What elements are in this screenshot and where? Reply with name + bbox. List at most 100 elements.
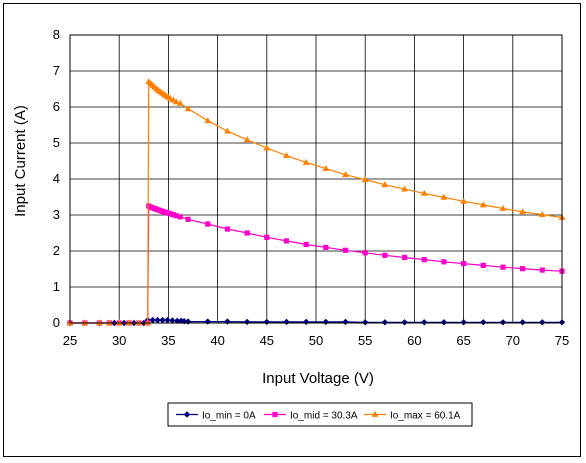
data-point bbox=[115, 319, 123, 326]
data-point bbox=[323, 244, 329, 250]
data-point bbox=[244, 230, 250, 236]
x-tick-label: 30 bbox=[112, 333, 126, 348]
y-tick-label: 7 bbox=[53, 63, 60, 78]
data-point bbox=[342, 247, 349, 253]
data-point bbox=[520, 266, 526, 272]
y-tick-label: 2 bbox=[53, 243, 60, 258]
data-point bbox=[176, 99, 184, 106]
x-tick-label: 40 bbox=[210, 333, 224, 348]
data-point bbox=[172, 98, 180, 105]
data-point bbox=[401, 185, 408, 192]
data-point bbox=[381, 319, 389, 326]
data-point bbox=[480, 262, 486, 268]
data-point bbox=[480, 319, 487, 326]
legend-item-2: Io_mid = 30.3A bbox=[264, 411, 358, 422]
data-point bbox=[519, 208, 527, 215]
y-axis-label: Input Current (A) bbox=[12, 105, 29, 217]
data-point bbox=[538, 211, 546, 218]
x-tick-label: 50 bbox=[309, 333, 323, 348]
x-axis-label: Input Voltage (V) bbox=[262, 370, 374, 387]
data-point bbox=[283, 238, 290, 244]
data-point bbox=[283, 318, 290, 326]
y-tick-label: 3 bbox=[53, 207, 60, 222]
data-point bbox=[500, 264, 506, 270]
data-point bbox=[264, 234, 270, 240]
data-point bbox=[185, 216, 191, 222]
data-point bbox=[177, 214, 183, 220]
y-tick-label: 8 bbox=[53, 27, 60, 42]
data-point bbox=[283, 152, 290, 158]
data-point bbox=[499, 319, 507, 326]
data-point bbox=[184, 105, 192, 112]
x-tick-label: 70 bbox=[506, 333, 520, 348]
data-point bbox=[169, 317, 176, 324]
data-point bbox=[342, 318, 349, 326]
chart-frame: 25 30 35 40 45 50 55 60 65 70 75 0 1 2 3 4 5 6 7 8 Input Cu… bbox=[3, 3, 581, 457]
data-point bbox=[401, 254, 408, 261]
data-point bbox=[401, 319, 408, 326]
data-point bbox=[149, 316, 156, 324]
data-point bbox=[322, 164, 330, 171]
legend-box bbox=[167, 402, 473, 427]
data-point bbox=[154, 316, 161, 324]
data-point bbox=[303, 241, 309, 248]
data-point bbox=[302, 158, 310, 165]
data-point bbox=[421, 319, 428, 326]
y-tick-label: 5 bbox=[53, 135, 60, 150]
legend-marker bbox=[183, 411, 191, 418]
legend-marker bbox=[272, 411, 278, 418]
data-point bbox=[381, 181, 389, 188]
data-point bbox=[105, 319, 113, 326]
legend-label: Io_min = 0A bbox=[202, 411, 256, 422]
data-point bbox=[461, 261, 467, 267]
x-tick-label: 25 bbox=[63, 333, 77, 348]
data-point bbox=[519, 319, 526, 326]
data-point bbox=[382, 252, 388, 258]
data-point bbox=[440, 319, 448, 326]
data-point bbox=[243, 318, 251, 326]
data-point bbox=[224, 318, 231, 325]
data-point bbox=[539, 267, 545, 273]
data-point bbox=[174, 317, 181, 325]
data-point bbox=[362, 319, 369, 326]
data-point bbox=[322, 318, 330, 326]
data-point bbox=[243, 136, 251, 143]
y-tick-label: 6 bbox=[53, 99, 60, 114]
data-point bbox=[421, 257, 427, 263]
data-point bbox=[204, 117, 212, 124]
data-point bbox=[205, 221, 211, 227]
x-tick-label: 65 bbox=[456, 333, 470, 348]
data-point bbox=[184, 318, 192, 325]
data-point bbox=[173, 213, 179, 219]
data-point bbox=[440, 193, 448, 200]
data-point bbox=[539, 319, 546, 326]
grid bbox=[69, 34, 563, 324]
data-point bbox=[263, 318, 270, 326]
x-tick-label: 75 bbox=[555, 333, 569, 348]
data-point bbox=[159, 316, 166, 324]
data-point bbox=[164, 316, 171, 324]
legend-marker bbox=[371, 410, 379, 417]
legend-item-3: Io_max = 60.1A bbox=[364, 411, 461, 422]
y-tick-label: 4 bbox=[53, 171, 60, 186]
data-point bbox=[224, 127, 231, 134]
data-point bbox=[302, 318, 310, 326]
y-tick-label: 1 bbox=[53, 279, 60, 294]
legend-label: Io_mid = 30.3A bbox=[290, 411, 358, 422]
data-point bbox=[125, 319, 133, 326]
data-point bbox=[96, 319, 103, 326]
data-point bbox=[170, 212, 176, 218]
data-point bbox=[224, 226, 231, 232]
data-point bbox=[167, 211, 173, 217]
x-tick-label: 55 bbox=[358, 333, 372, 348]
legend-item-1: Io_min = 0A bbox=[176, 411, 256, 422]
data-point bbox=[479, 201, 487, 208]
data-point bbox=[362, 250, 368, 256]
data-point bbox=[420, 189, 428, 196]
y-tick-label: 0 bbox=[53, 315, 60, 330]
data-point bbox=[361, 176, 369, 183]
legend-label: Io_max = 60.1A bbox=[390, 411, 461, 422]
data-point bbox=[144, 319, 152, 326]
